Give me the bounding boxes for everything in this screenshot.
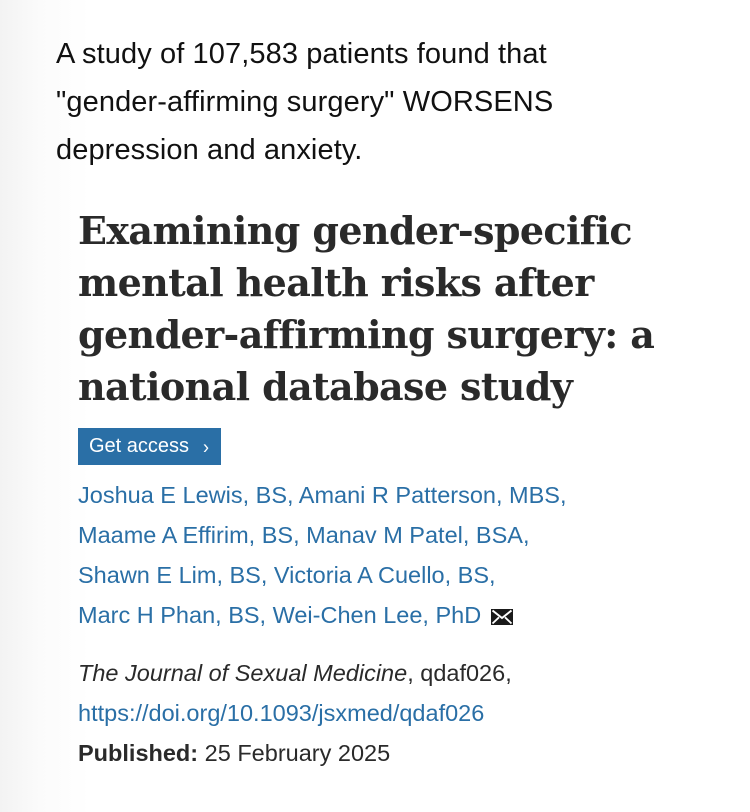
article-title-line: gender-affirming surgery: a <box>78 312 655 357</box>
author-separator: , <box>559 482 567 508</box>
citation-journal-line: The Journal of Sexual Medicine, qdaf026, <box>78 653 718 693</box>
author-link[interactable]: Wei-Chen Lee, PhD <box>272 602 482 628</box>
post-text-line: A study of 107,583 patients found that <box>56 38 547 70</box>
envelope-icon[interactable] <box>491 597 514 637</box>
author-link[interactable]: Maame A Effirim, BS <box>78 522 294 548</box>
author-link[interactable]: Victoria A Cuello, BS <box>273 562 490 588</box>
author-separator: , <box>260 562 268 588</box>
author-line: Maame A Effirim, BS, Manav M Patel, BSA, <box>78 515 718 555</box>
author-line: Marc H Phan, BS, Wei-Chen Lee, PhD <box>78 595 718 637</box>
article-title-line: mental health risks after <box>78 260 594 305</box>
author-link[interactable]: Manav M Patel, BSA <box>306 522 523 548</box>
published-line: Published: 25 February 2025 <box>78 733 718 773</box>
envelope-icon-graphic <box>491 609 514 625</box>
author-separator: , <box>259 602 267 628</box>
article-title-line: national database study <box>78 364 573 409</box>
article-title-line: Examining gender-specific <box>78 208 633 253</box>
article-title: Examining gender-specific mental health … <box>78 205 698 413</box>
doi-link[interactable]: https://doi.org/10.1093/jsxmed/qdaf026 <box>78 700 485 726</box>
author-separator: , <box>293 522 300 548</box>
author-line: Shawn E Lim, BS, Victoria A Cuello, BS, <box>78 555 718 595</box>
get-access-button[interactable]: Get access › <box>78 428 222 465</box>
chevron-right-icon: › <box>203 435 210 458</box>
author-line: Joshua E Lewis, BS, Amani R Patterson, M… <box>78 475 718 515</box>
author-link[interactable]: Marc H Phan, BS <box>78 602 260 628</box>
author-link[interactable]: Amani R Patterson, MBS <box>298 482 560 508</box>
author-link[interactable]: Shawn E Lim, BS <box>78 562 261 588</box>
journal-name: The Journal of Sexual Medicine <box>78 660 408 686</box>
post-text-line: depression and anxiety. <box>56 134 363 166</box>
author-list: Joshua E Lewis, BS, Amani R Patterson, M… <box>78 475 718 637</box>
article-id: , qdaf026, <box>407 660 512 686</box>
author-separator: , <box>522 522 530 548</box>
post-text: A study of 107,583 patients found that "… <box>56 30 696 174</box>
author-link[interactable]: Joshua E Lewis, BS <box>78 482 287 508</box>
published-label: Published: <box>78 740 199 766</box>
citation: The Journal of Sexual Medicine, qdaf026,… <box>78 653 718 773</box>
published-date: 25 February 2025 <box>204 740 391 766</box>
article-card: Examining gender-specific mental health … <box>0 205 750 812</box>
get-access-label: Get access <box>89 435 190 457</box>
author-separator: , <box>489 562 496 588</box>
post-text-line: "gender-affirming surgery" WORSENS <box>56 86 554 118</box>
author-separator: , <box>287 482 294 508</box>
